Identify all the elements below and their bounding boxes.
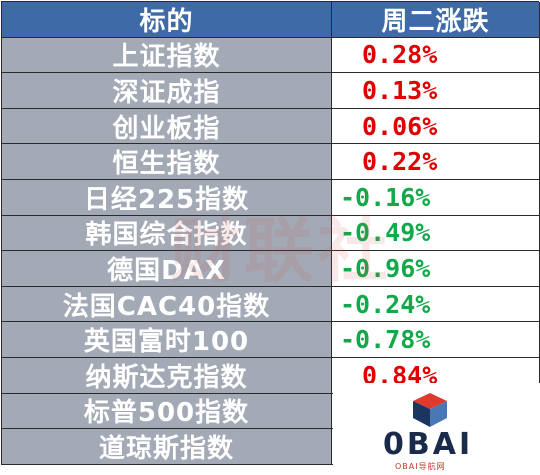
row-change: 0.06% [332, 108, 540, 145]
logo-text: 0BAI [383, 427, 474, 462]
row-change: -0.24% [332, 286, 540, 323]
column-header-change: 周二涨跌 [332, 2, 540, 38]
row-change: -0.78% [332, 322, 540, 358]
row-name: 韩国综合指数 [2, 215, 332, 252]
row-name: 上证指数 [2, 37, 332, 74]
site-logo: 0BAI OBAI导航网 [333, 383, 540, 475]
row-name: 英国富时100 [2, 322, 332, 358]
row-name: 纳斯达克指数 [2, 357, 332, 394]
row-change: 0.22% [332, 144, 540, 180]
row-name: 道琼斯指数 [2, 429, 332, 465]
row-name: 深证成指 [2, 73, 332, 109]
row-name: 创业板指 [2, 108, 332, 145]
logo-subtitle: OBAI导航网 [395, 462, 446, 471]
index-table: 标的 周二涨跌 上证指数 0.28% 深证成指 0.13% 创业板指 0.06%… [1, 1, 540, 465]
row-name: 法国CAC40指数 [2, 286, 332, 323]
row-change: -0.16% [332, 179, 540, 216]
row-name: 标普500指数 [2, 393, 332, 430]
row-change: 0.28% [332, 37, 540, 74]
row-change: 0.13% [332, 73, 540, 109]
column-header-name: 标的 [2, 2, 332, 38]
cube-logo-icon [413, 393, 447, 427]
row-name: 日经225指数 [2, 179, 332, 216]
row-name: 德国DAX [2, 251, 332, 287]
row-name: 恒生指数 [2, 144, 332, 180]
row-change: -0.96% [332, 251, 540, 287]
row-change: -0.49% [332, 215, 540, 252]
